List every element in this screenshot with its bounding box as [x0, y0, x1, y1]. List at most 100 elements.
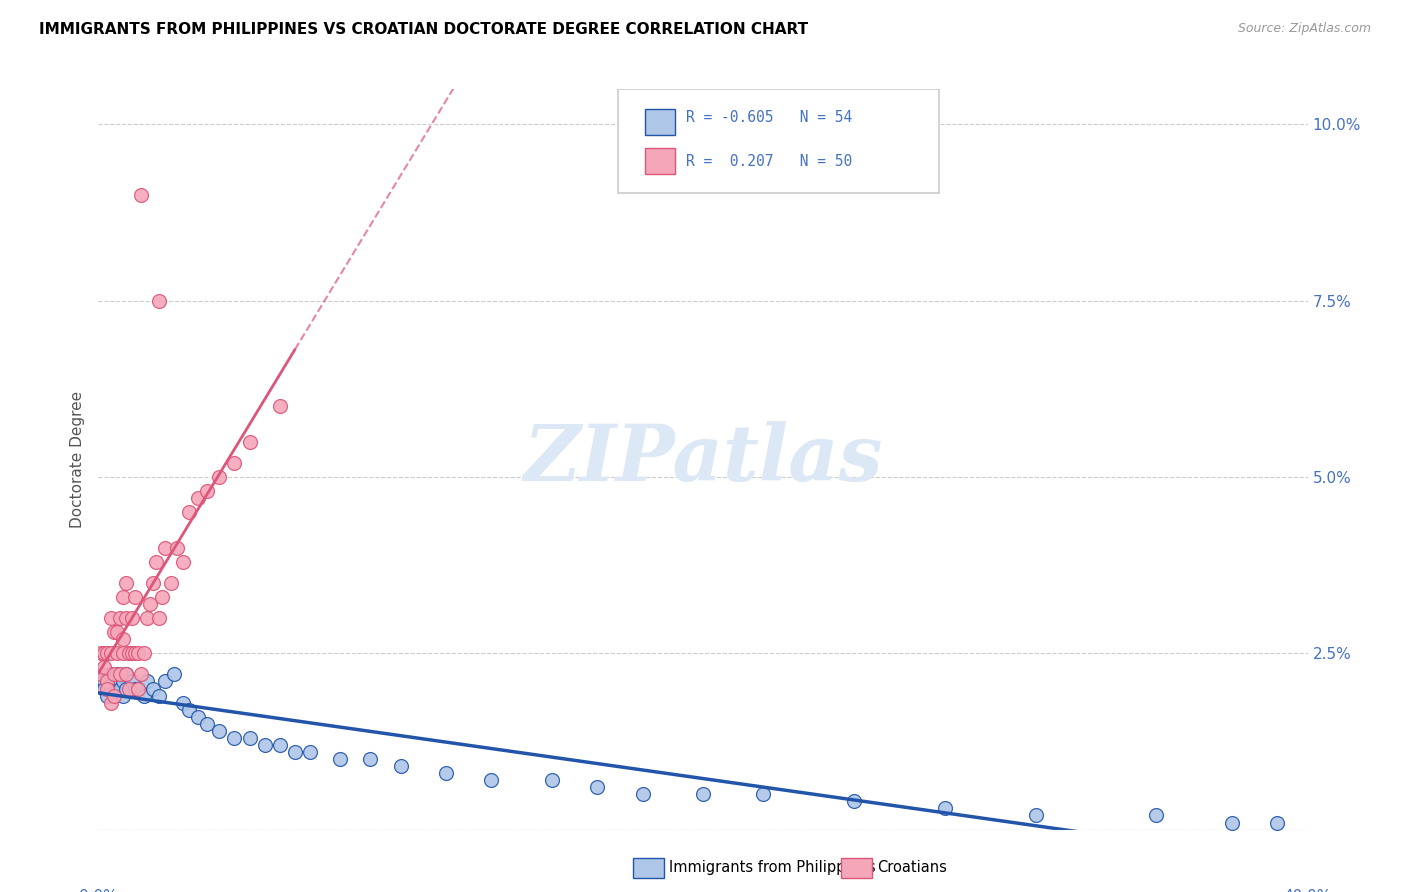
- Point: [179, 505, 201, 519]
- Point: [96, 681, 118, 696]
- Point: [163, 667, 186, 681]
- Point: [224, 456, 246, 470]
- Point: [934, 801, 956, 815]
- Point: [135, 611, 157, 625]
- Text: 0.0%: 0.0%: [79, 889, 118, 892]
- Point: [153, 674, 176, 689]
- Point: [105, 646, 128, 660]
- Point: [93, 646, 115, 660]
- Point: [148, 611, 170, 625]
- Point: [111, 646, 134, 660]
- Point: [172, 555, 194, 569]
- Point: [103, 674, 125, 689]
- Point: [127, 646, 149, 660]
- Point: [108, 681, 131, 696]
- Point: [187, 491, 209, 505]
- Text: Immigrants from Philippines: Immigrants from Philippines: [669, 861, 876, 875]
- Point: [93, 660, 115, 674]
- Point: [239, 434, 262, 449]
- Point: [111, 590, 134, 604]
- Point: [179, 703, 201, 717]
- Point: [1144, 808, 1167, 822]
- Point: [105, 681, 128, 696]
- Point: [148, 293, 170, 308]
- Point: [172, 696, 194, 710]
- Point: [96, 674, 118, 689]
- Point: [121, 674, 143, 689]
- Point: [208, 470, 231, 484]
- Point: [135, 674, 157, 689]
- Point: [360, 752, 382, 766]
- Point: [100, 696, 122, 710]
- Point: [96, 646, 118, 660]
- Point: [114, 681, 136, 696]
- Point: [253, 738, 276, 752]
- Text: 40.0%: 40.0%: [1284, 889, 1331, 892]
- Point: [153, 541, 176, 555]
- Point: [108, 667, 131, 681]
- Point: [103, 689, 125, 703]
- Point: [118, 681, 141, 696]
- Text: Croatians: Croatians: [877, 861, 948, 875]
- Point: [195, 716, 218, 731]
- Bar: [645, 148, 675, 174]
- Point: [121, 611, 143, 625]
- Point: [127, 681, 149, 696]
- Point: [1267, 815, 1289, 830]
- Text: R =  0.207   N = 50: R = 0.207 N = 50: [686, 153, 852, 169]
- Point: [103, 625, 125, 640]
- Point: [142, 681, 165, 696]
- Point: [692, 787, 714, 801]
- Point: [114, 667, 136, 681]
- Point: [129, 667, 152, 681]
- Text: R = -0.605   N = 54: R = -0.605 N = 54: [686, 110, 852, 125]
- Point: [100, 681, 122, 696]
- Point: [148, 689, 170, 703]
- Point: [540, 773, 562, 788]
- Point: [187, 710, 209, 724]
- Point: [284, 745, 307, 759]
- Point: [108, 674, 131, 689]
- Point: [150, 590, 173, 604]
- Point: [124, 681, 146, 696]
- Point: [160, 575, 183, 590]
- Point: [105, 625, 128, 640]
- Point: [100, 667, 122, 681]
- Point: [139, 597, 162, 611]
- Point: [108, 611, 131, 625]
- Point: [100, 646, 122, 660]
- Point: [224, 731, 246, 745]
- Text: IMMIGRANTS FROM PHILIPPINES VS CROATIAN DOCTORATE DEGREE CORRELATION CHART: IMMIGRANTS FROM PHILIPPINES VS CROATIAN …: [39, 22, 808, 37]
- Point: [1024, 808, 1046, 822]
- Point: [96, 674, 118, 689]
- Bar: [645, 109, 675, 135]
- Point: [121, 646, 143, 660]
- Point: [208, 723, 231, 738]
- Point: [93, 681, 115, 696]
- Point: [434, 766, 457, 780]
- Point: [142, 575, 165, 590]
- Point: [111, 632, 134, 647]
- Point: [631, 787, 654, 801]
- FancyBboxPatch shape: [619, 89, 939, 193]
- Point: [114, 611, 136, 625]
- Point: [114, 575, 136, 590]
- Point: [132, 646, 155, 660]
- Point: [118, 646, 141, 660]
- Point: [103, 667, 125, 681]
- Point: [90, 667, 112, 681]
- Point: [1220, 815, 1243, 830]
- Point: [844, 794, 866, 808]
- Point: [586, 780, 609, 795]
- Point: [269, 738, 291, 752]
- Text: Source: ZipAtlas.com: Source: ZipAtlas.com: [1237, 22, 1371, 36]
- Y-axis label: Doctorate Degree: Doctorate Degree: [69, 391, 84, 528]
- Point: [481, 773, 503, 788]
- Point: [166, 541, 188, 555]
- Point: [129, 188, 152, 202]
- Point: [100, 611, 122, 625]
- Point: [111, 674, 134, 689]
- Point: [103, 689, 125, 703]
- Point: [93, 674, 115, 689]
- Point: [90, 646, 112, 660]
